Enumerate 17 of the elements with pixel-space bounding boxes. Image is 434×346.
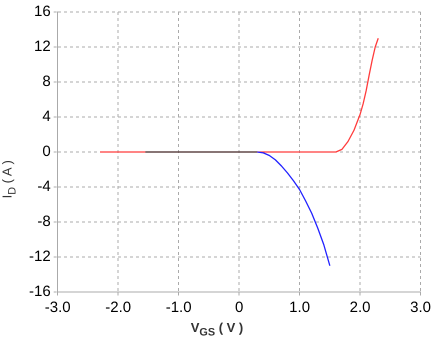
x-tick-label: 3.0 bbox=[410, 299, 432, 316]
y-tick-label: 12 bbox=[34, 38, 51, 56]
x-tick-label: -3.0 bbox=[44, 299, 71, 316]
y-tick-label: -16 bbox=[28, 283, 51, 300]
x-axis-title: V$_{GS}$ ( V ) bbox=[190, 320, 244, 339]
x-tick-label: -1.0 bbox=[166, 299, 192, 316]
y-tick-label: -12 bbox=[28, 248, 51, 266]
y-tick-label: -8 bbox=[37, 213, 51, 230]
x-tick-label: -2.0 bbox=[105, 299, 132, 316]
x-tick-label: 1.0 bbox=[289, 299, 310, 316]
y-tick-label: 16 bbox=[34, 3, 51, 20]
x-tick-label: 0 bbox=[234, 299, 244, 316]
y-tick-label: 0 bbox=[42, 143, 51, 160]
x-tick-label: 2.0 bbox=[350, 299, 371, 316]
y-tick-label: 8 bbox=[42, 73, 51, 90]
y-tick-label: -4 bbox=[37, 178, 51, 196]
y-tick-label: 4 bbox=[42, 108, 51, 126]
